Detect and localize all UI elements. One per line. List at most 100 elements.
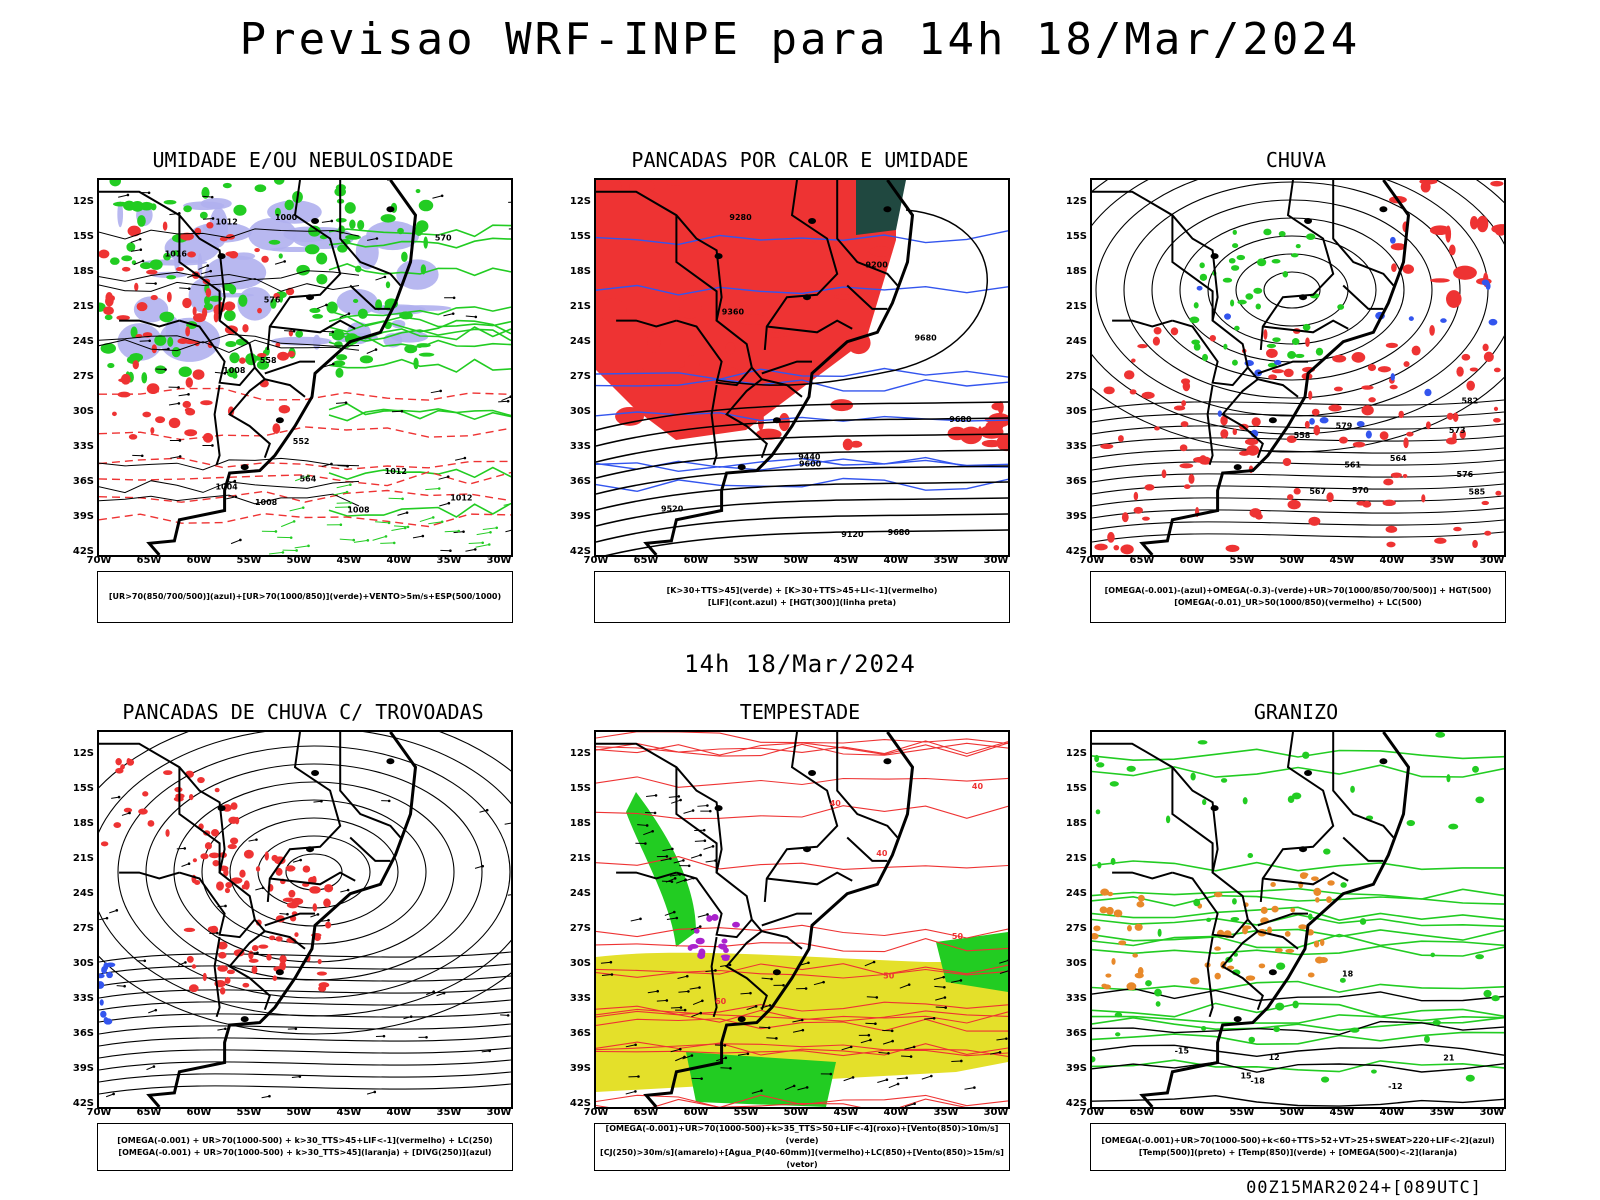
omega-orange [1284, 931, 1291, 937]
red-dot [146, 269, 158, 275]
political-border [761, 930, 803, 950]
rain-dot [1311, 408, 1320, 416]
green-dot [1292, 1000, 1299, 1009]
streamline [1092, 180, 1504, 453]
green-dot [1155, 1001, 1161, 1007]
rain-dot [1429, 225, 1451, 236]
wind-vector [366, 238, 378, 241]
wind-vector-green [294, 475, 309, 482]
thunderstorm-spot [991, 402, 1004, 411]
political-border [1342, 284, 1384, 310]
wind-vector-head [679, 1047, 682, 1051]
political-border [1332, 732, 1395, 839]
lake [217, 805, 226, 812]
wind-vector-green [289, 507, 304, 512]
storm-dot [204, 842, 212, 850]
contour-label: 564 [300, 474, 317, 483]
humidity-area [391, 305, 452, 312]
storm-dot [207, 926, 217, 933]
wind-vector-green [294, 545, 309, 549]
wind-vector [321, 220, 332, 223]
lat-tick-label: 36S [72, 1028, 94, 1039]
storm-dot [217, 941, 228, 950]
rain-dot [1268, 374, 1278, 380]
wind-vector [443, 313, 454, 317]
green-dot [1350, 785, 1355, 793]
contour-label: 576 [264, 296, 281, 305]
green-dot [1275, 1002, 1285, 1011]
lon-tick-label: 35W [933, 555, 959, 566]
wind-vector-green-head [495, 526, 499, 530]
storm-dot [186, 955, 194, 963]
wind-vector [214, 371, 225, 374]
wind-vector-head [211, 217, 215, 220]
wind-vector-green [444, 530, 459, 533]
wind-vector-head [139, 248, 143, 251]
rain-dot [1421, 494, 1426, 503]
lon-tick-label: 65W [1129, 555, 1155, 566]
storm-dot [218, 951, 227, 959]
legend-umidade: [UR>70(850/700/500)](azul)+[UR>70(1000/8… [97, 571, 513, 623]
forecast-time-label: 14h 18/Mar/2024 [684, 650, 916, 678]
rain-dot [1129, 389, 1137, 395]
rain-dot [1117, 435, 1124, 442]
rain-dot [1183, 484, 1191, 490]
wind-vector-head [670, 880, 674, 883]
lon-tick-label: 30W [486, 555, 512, 566]
red-dot [202, 432, 214, 443]
wind-vector-green [391, 527, 406, 531]
rain-dot [1461, 353, 1471, 361]
rain-dot [1141, 391, 1155, 399]
rain-dot [1411, 345, 1421, 356]
omega-orange [1271, 905, 1279, 913]
red-dot [130, 226, 136, 231]
lon-tick-label: 70W [86, 555, 112, 566]
political-border [339, 180, 402, 287]
omega-dot [1287, 351, 1297, 359]
wind-vector-head [671, 847, 674, 851]
flow-arrow-head [255, 838, 258, 841]
flow-arrow [109, 909, 117, 914]
storm-dot [214, 787, 220, 793]
red-dot [134, 282, 139, 291]
omega-orange [1111, 958, 1116, 965]
humidity-dot [233, 204, 247, 216]
wind-vector-green-head [387, 521, 391, 525]
wind-vector-green-head [457, 529, 461, 533]
omega-dot [1230, 299, 1235, 307]
flow-arrow-head [298, 1075, 302, 1078]
humidity-area [366, 220, 420, 251]
storm-dot [230, 877, 243, 884]
streamline [99, 1035, 511, 1047]
temp850-contour [1092, 748, 1504, 762]
wind-vector-head [672, 910, 676, 914]
green-dot [1154, 988, 1162, 997]
flow-arrow [366, 1091, 375, 1095]
rain-dot [1287, 499, 1301, 510]
red-dot [120, 373, 131, 385]
omega-dot [1193, 302, 1199, 309]
storm-dot [188, 793, 194, 801]
green-dot [1157, 928, 1162, 937]
political-border [1259, 732, 1335, 902]
water-contour [596, 742, 1008, 757]
wind-vector-head [801, 1028, 805, 1032]
contour-label: 9440 [798, 452, 821, 461]
wind-vector [505, 529, 511, 533]
flow-arrow [481, 1050, 490, 1053]
storm-dot [126, 758, 131, 765]
rain-dot [1386, 541, 1396, 548]
legend-chuva: [OMEGA(-0.001)-(azul)+OMEGA(-0.3)-(verde… [1090, 571, 1506, 623]
humidity-dot [357, 219, 365, 231]
omega-dot [1199, 273, 1208, 281]
severe-dot [695, 937, 705, 945]
humidity-dot [352, 298, 359, 303]
wind-vector [665, 877, 676, 883]
thunderstorm-spot [842, 438, 853, 451]
omega-orange [1320, 938, 1325, 947]
green-dot [1291, 792, 1302, 800]
map-granizo: -12 -15 -18 21 18 15 12 [1090, 730, 1506, 1109]
lake [883, 206, 892, 213]
wind-vector [656, 999, 667, 1002]
humidity-dot [335, 217, 347, 223]
